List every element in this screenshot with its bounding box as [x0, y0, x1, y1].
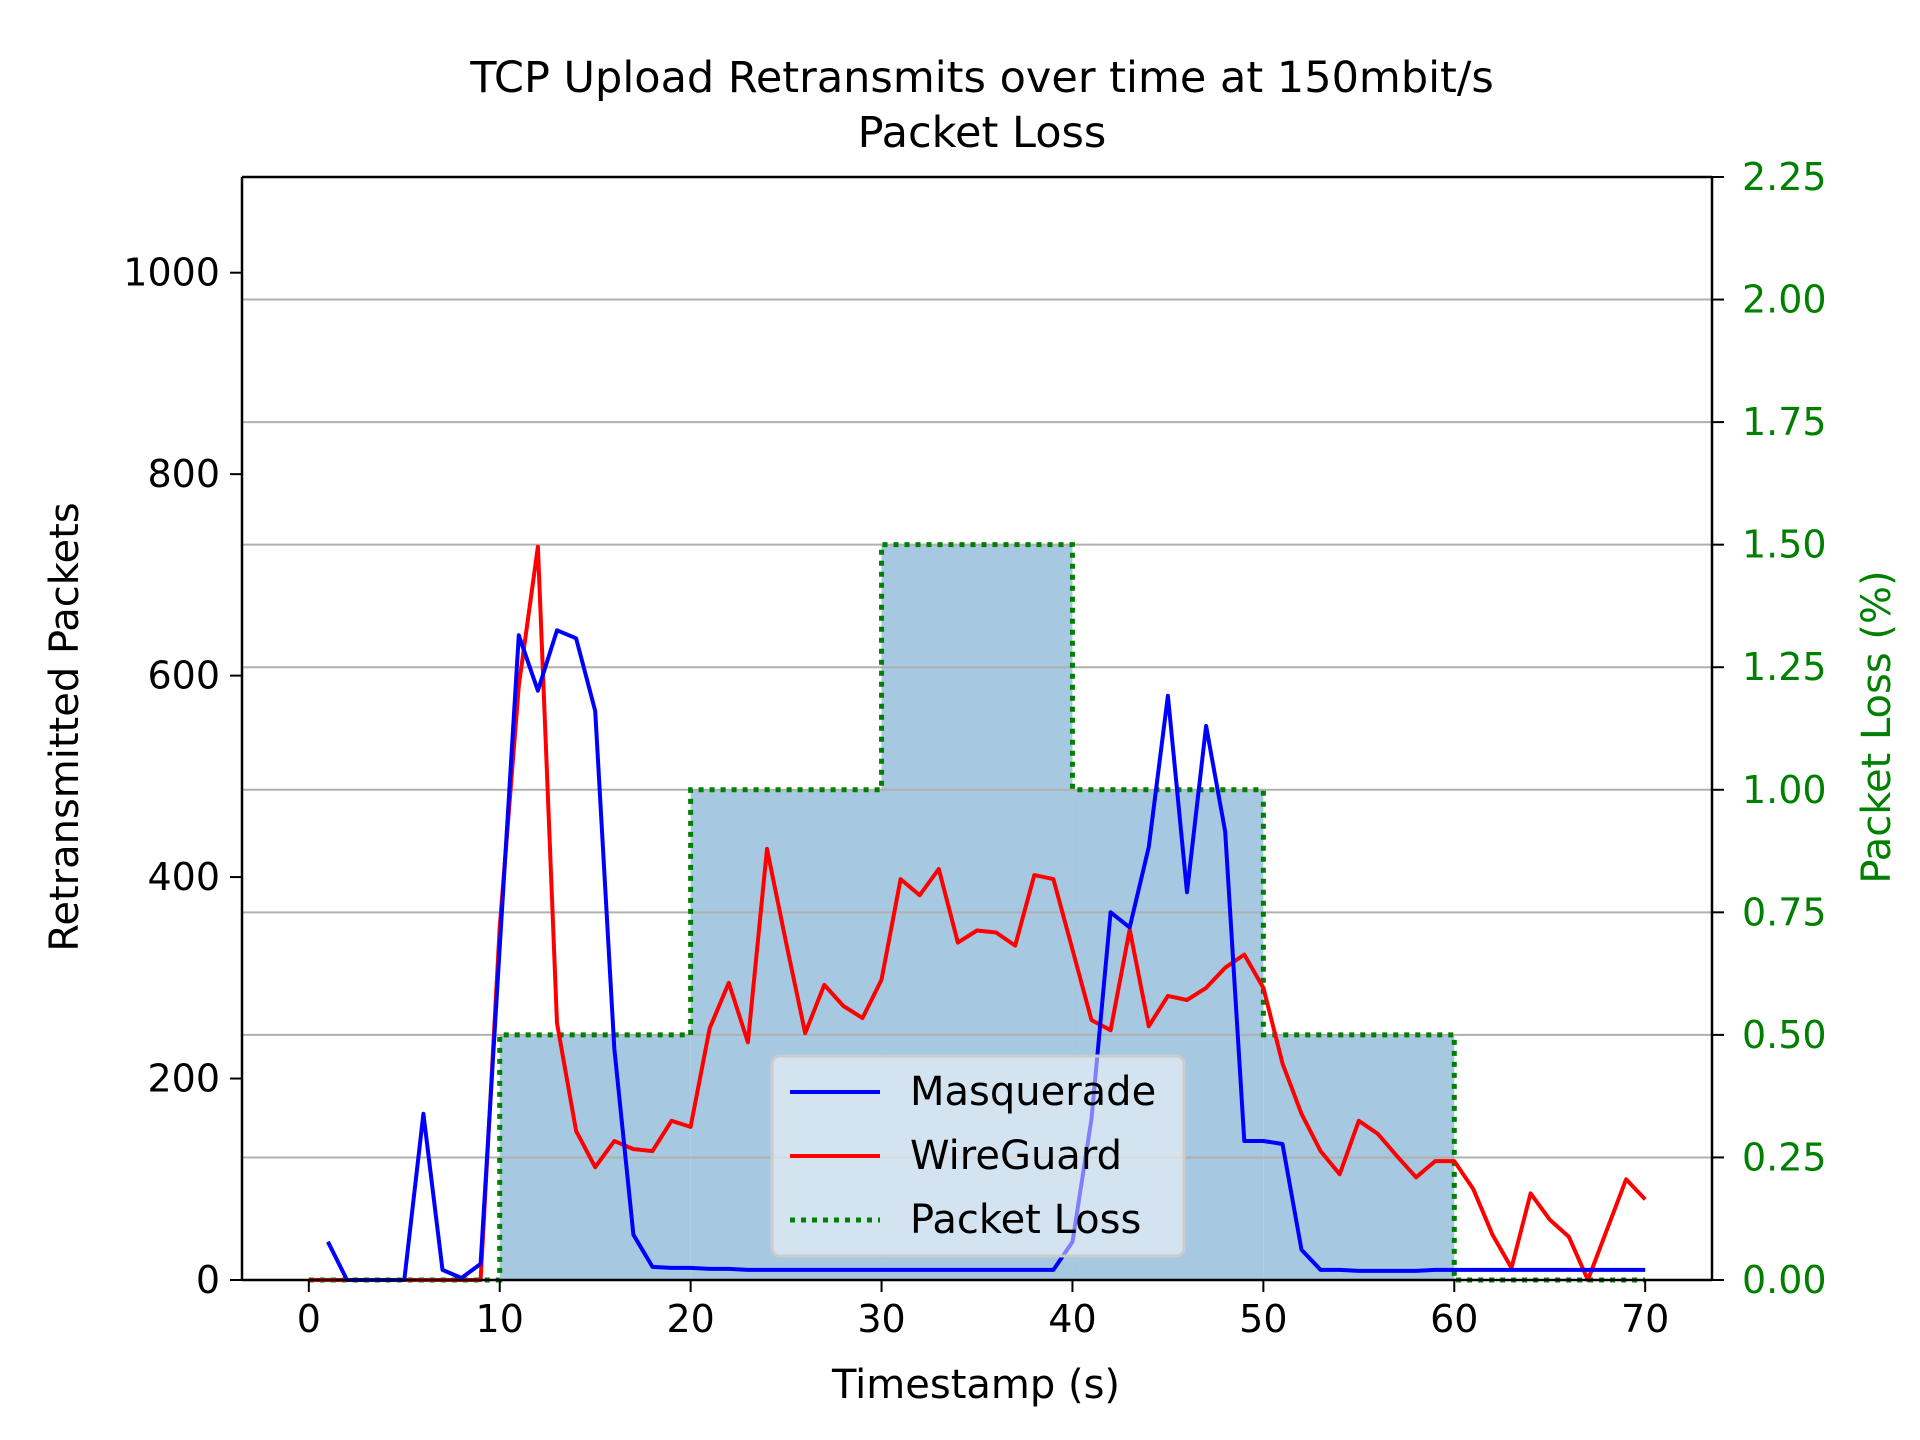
- y2-tick-label: 1.75: [1742, 400, 1827, 444]
- x-tick-label: 60: [1430, 1297, 1478, 1341]
- x-tick-label: 50: [1239, 1297, 1287, 1341]
- chart-subtitle: Packet Loss: [858, 108, 1107, 158]
- series-line-masquerade: [326, 628, 1646, 1282]
- y-tick-label: 0: [196, 1258, 220, 1302]
- series-lines-layer: [308, 544, 1647, 1282]
- x-tick-label: 0: [297, 1297, 321, 1341]
- legend: Masquerade WireGuard Packet Loss: [770, 1054, 1186, 1258]
- x-tick-label: 10: [476, 1297, 524, 1341]
- legend-masquerade-label: Masquerade: [910, 1069, 1156, 1115]
- y-tick-label: 1000: [123, 251, 220, 295]
- chart-title: TCP Upload Retransmits over time at 150m…: [469, 53, 1494, 103]
- y2-axis-label: Packet Loss (%): [1854, 570, 1900, 883]
- y-tick-label: 800: [147, 452, 220, 496]
- x-tick-label: 30: [857, 1297, 905, 1341]
- y-axis-label: Retransmitted Packets: [42, 502, 88, 951]
- y2-tick-label: 1.25: [1742, 645, 1827, 689]
- y2-tick-label: 0.00: [1742, 1258, 1827, 1302]
- y2-tick-label: 1.50: [1742, 523, 1827, 567]
- y2-tick-label: 1.00: [1742, 768, 1827, 812]
- ticks-layer: 0 10 20 30 40 50 60 70 0 200 400 600 800 1000 0.00 0.25…: [123, 155, 1826, 1341]
- legend-packet-loss-label: Packet Loss: [910, 1197, 1141, 1243]
- y2-tick-label: 0.25: [1742, 1135, 1827, 1179]
- legend-box: [770, 1054, 1186, 1258]
- y2-tick-label: 2.25: [1742, 155, 1827, 199]
- y2-tick-label: 0.75: [1742, 890, 1827, 934]
- y2-tick-label: 2.00: [1742, 278, 1827, 322]
- y-tick-label: 200: [147, 1057, 220, 1101]
- legend-wireguard-label: WireGuard: [910, 1133, 1122, 1179]
- x-tick-label: 20: [666, 1297, 714, 1341]
- x-axis-label: Timestamp (s): [831, 1362, 1120, 1408]
- y2-tick-label: 0.50: [1742, 1013, 1827, 1057]
- y-tick-label: 400: [147, 855, 220, 899]
- axes-layer: [240, 175, 1714, 1282]
- x-tick-label: 70: [1621, 1297, 1669, 1341]
- y-tick-label: 600: [147, 654, 220, 698]
- series-line-wireguard: [308, 544, 1647, 1282]
- x-tick-label: 40: [1048, 1297, 1096, 1341]
